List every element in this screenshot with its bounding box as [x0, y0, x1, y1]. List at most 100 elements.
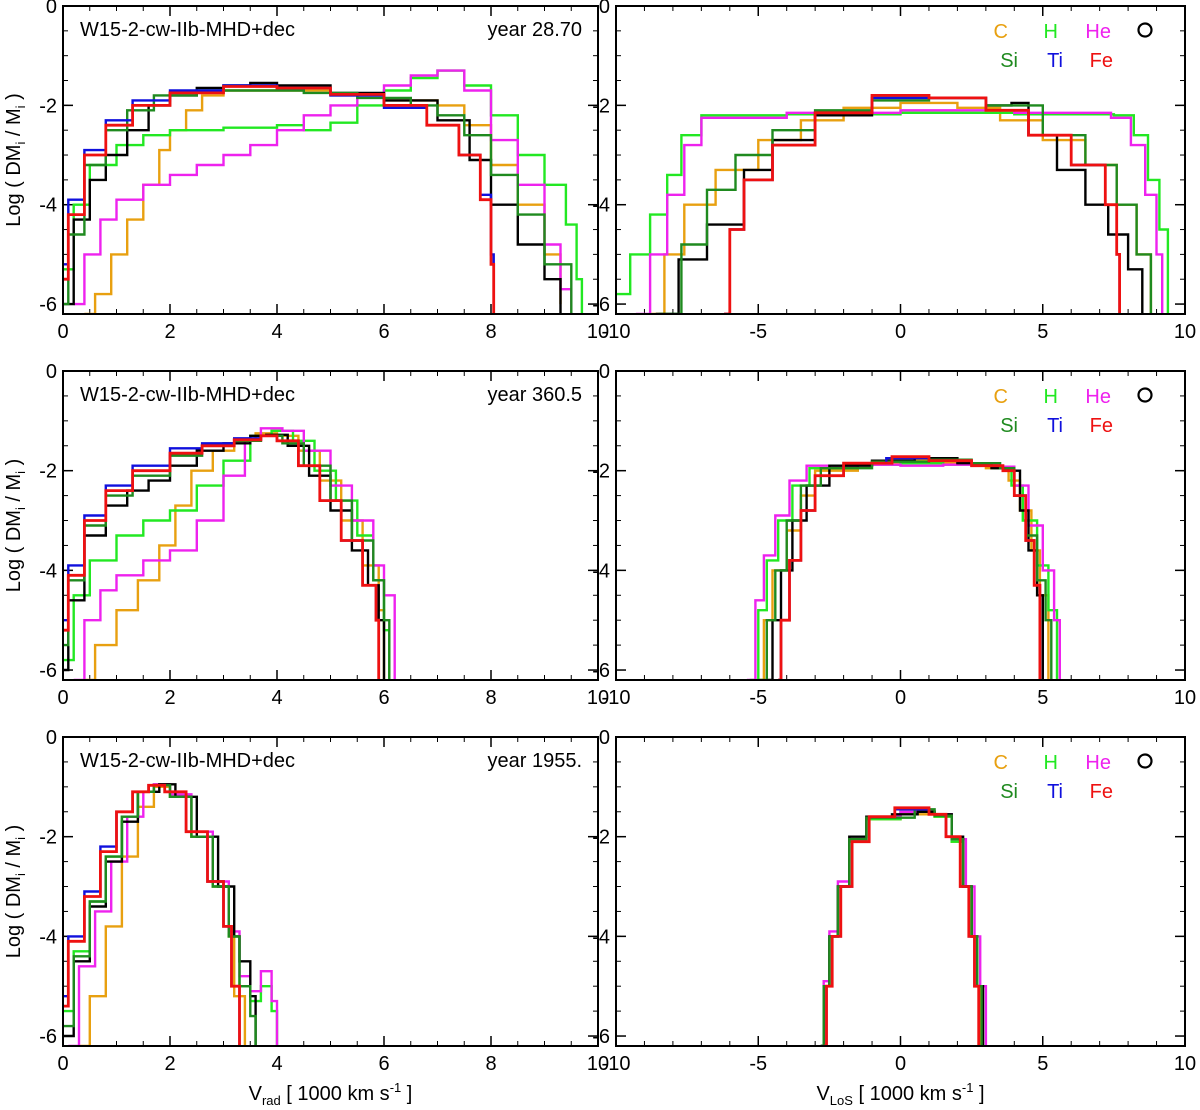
series-line-o	[820, 810, 985, 1046]
x-tick-label: -5	[749, 687, 767, 709]
legend-label-si: Si	[1000, 415, 1018, 437]
y-tick-label: 0	[46, 0, 57, 18]
x-tick-label: 10	[587, 687, 609, 709]
y-tick-label: -2	[39, 827, 57, 849]
series-line-he	[635, 109, 1164, 314]
year-label: year 28.70	[487, 19, 582, 41]
y-tick-label: 0	[599, 727, 610, 749]
x-tick-label: -10	[602, 1053, 631, 1075]
y-axis-label-sub: i	[13, 105, 28, 108]
y-tick-label: 0	[46, 727, 57, 749]
legend-label-si: Si	[1000, 781, 1018, 803]
y-axis-label-main: Log ( DM	[3, 510, 25, 592]
y-axis-label-sub: i	[13, 837, 28, 840]
y-tick-label: -2	[39, 95, 57, 117]
x-tick-label: 0	[57, 687, 68, 709]
legend: C H He Si Ti Fe	[994, 21, 1153, 72]
series-line-fe	[778, 455, 1042, 680]
x-tick-label: 0	[57, 1053, 68, 1075]
legend-label-c: C	[994, 386, 1008, 408]
y-tick-label: -6	[39, 1026, 57, 1048]
y-tick-label: -6	[592, 1026, 610, 1048]
x-axis-label-main: V	[816, 1083, 830, 1105]
series-line-h	[63, 429, 391, 680]
series-line-fe	[724, 94, 1121, 314]
legend: C H He Si Ti Fe	[994, 386, 1153, 437]
model-label: W15-2-cw-IIb-MHD+dec	[80, 19, 295, 41]
y-tick-label: -4	[39, 926, 57, 948]
x-tick-label: 6	[378, 687, 389, 709]
series-line-si	[758, 458, 1053, 680]
plot-panel-6: -10 -5 0 5 10 0 -2 -4 -6 C H He Si Ti Fe VLoS [ 1000 km…	[592, 727, 1196, 1108]
legend-marker-o	[1137, 387, 1153, 403]
x-tick-label: -5	[749, 321, 767, 343]
x-tick-label: 8	[485, 321, 496, 343]
series-line-fe	[63, 783, 241, 1046]
series-line-h	[749, 462, 1059, 680]
y-tick-label: -4	[592, 560, 610, 582]
series-line-si	[658, 96, 1153, 314]
legend-label-fe: Fe	[1090, 781, 1113, 803]
series-line-h	[820, 810, 985, 1046]
series-group	[746, 455, 1061, 680]
y-axis-label: Log ( DMi / Mi )	[3, 825, 28, 959]
legend-label-c: C	[994, 21, 1008, 43]
series-group	[63, 69, 584, 314]
x-axis-label-rest: [ 1000 km s	[853, 1083, 962, 1105]
y-tick-label: -4	[592, 926, 610, 948]
model-label: W15-2-cw-IIb-MHD+dec	[80, 384, 295, 406]
series-line-h	[616, 111, 1170, 314]
plot-frame	[615, 736, 1186, 1047]
y-tick-label: -6	[592, 660, 610, 682]
legend-label-si: Si	[1000, 50, 1018, 72]
series-line-si	[820, 808, 983, 1046]
x-tick-label: 0	[57, 321, 68, 343]
series-line-c	[820, 813, 982, 1046]
x-axis-label-sub: LoS	[830, 1093, 853, 1108]
y-tick-label: 0	[46, 361, 57, 383]
legend-label-ti: Ti	[1047, 415, 1063, 437]
y-axis-label-end: )	[3, 825, 25, 837]
y-tick-label: -4	[39, 560, 57, 582]
x-tick-label: 5	[1037, 1053, 1048, 1075]
legend-marker-o	[1137, 22, 1153, 38]
legend-label-h: H	[1044, 21, 1058, 43]
x-axis-label-end: ]	[973, 1083, 984, 1105]
legend-label-h: H	[1044, 386, 1058, 408]
series-line-si	[63, 784, 257, 1046]
x-tick-label: 2	[164, 321, 175, 343]
series-line-si	[63, 434, 391, 680]
year-label: year 360.5	[487, 384, 582, 406]
x-tick-label: 6	[378, 321, 389, 343]
legend-label-fe: Fe	[1090, 415, 1113, 437]
x-tick-label: 0	[895, 321, 906, 343]
series-line-c	[84, 432, 386, 680]
y-tick-label: -2	[39, 461, 57, 483]
legend-label-ti: Ti	[1047, 50, 1063, 72]
series-line-he	[68, 783, 279, 1046]
x-tick-label: 10	[587, 1053, 609, 1075]
series-group	[63, 783, 279, 1046]
plot-frame	[62, 370, 599, 681]
legend-label-he: He	[1085, 21, 1111, 43]
x-tick-label: 0	[895, 687, 906, 709]
y-axis-label: Log ( DMi / Mi )	[3, 459, 28, 593]
y-axis-label-sub: i	[13, 507, 28, 510]
legend-label-he: He	[1085, 752, 1111, 774]
y-axis-label-mid: / M	[3, 108, 25, 141]
series-line-ti	[823, 808, 980, 1046]
legend-marker-o	[1137, 753, 1153, 769]
y-axis-label-main: Log ( DM	[3, 145, 25, 227]
x-axis-label-sup: -1	[390, 1080, 402, 1095]
x-axis-label-end: ]	[401, 1083, 412, 1105]
y-tick-label: -6	[592, 294, 610, 316]
y-axis-label-mid: / M	[3, 474, 25, 507]
series-group	[616, 94, 1170, 314]
series-group	[820, 806, 988, 1046]
y-axis-label-mid: / M	[3, 840, 25, 873]
x-tick-label: 8	[485, 687, 496, 709]
x-tick-label: 6	[378, 1053, 389, 1075]
plot-frame	[62, 736, 599, 1047]
